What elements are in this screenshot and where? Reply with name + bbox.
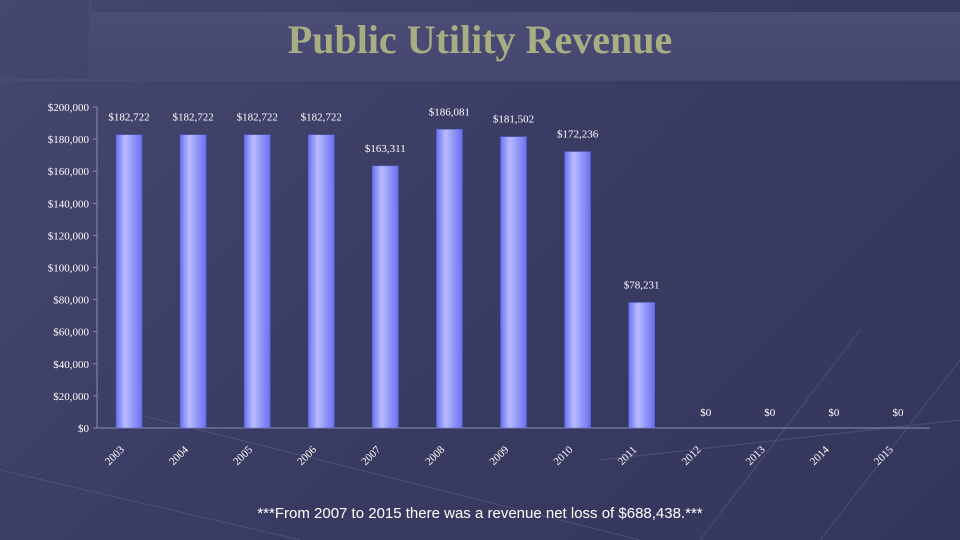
x-tick-label: 2015 xyxy=(872,444,896,468)
y-tick-label: $60,000 xyxy=(53,327,89,339)
data-label: $163,311 xyxy=(365,143,406,155)
data-label: $78,231 xyxy=(624,279,660,291)
data-label: $0 xyxy=(892,407,904,419)
x-tick-label: 2003 xyxy=(103,444,127,468)
x-tick-label: 2012 xyxy=(680,444,704,468)
footnote: ***From 2007 to 2015 there was a revenue… xyxy=(257,505,703,522)
bar-2007 xyxy=(372,165,399,429)
x-tick-label: 2005 xyxy=(231,444,255,468)
bar-2009 xyxy=(500,136,527,429)
y-tick-label: $160,000 xyxy=(48,166,90,178)
data-label: $172,236 xyxy=(557,129,599,141)
x-tick-label: 2013 xyxy=(744,444,768,468)
x-tick-label: 2009 xyxy=(487,444,511,468)
y-tick-label: $140,000 xyxy=(48,198,90,210)
x-tick-label: 2007 xyxy=(359,444,383,468)
y-tick-label: $40,000 xyxy=(53,359,89,371)
data-label: $182,722 xyxy=(237,112,278,124)
y-tick-label: $180,000 xyxy=(48,134,90,146)
bar-2004 xyxy=(179,134,207,429)
x-tick-label: 2010 xyxy=(551,444,575,468)
data-label: $181,502 xyxy=(493,114,534,126)
data-label: $182,722 xyxy=(301,112,342,124)
chart-title: Public Utility Revenue xyxy=(287,17,673,62)
title-band xyxy=(90,12,960,80)
bar-2003 xyxy=(115,134,143,429)
data-label: $0 xyxy=(700,407,712,419)
data-label: $182,722 xyxy=(172,112,213,124)
y-tick-label: $80,000 xyxy=(53,295,89,307)
y-tick-label: $20,000 xyxy=(53,391,89,403)
data-label: $182,722 xyxy=(108,112,149,124)
x-tick-label: 2008 xyxy=(423,444,447,468)
x-tick-label: 2011 xyxy=(616,444,640,468)
data-label: $0 xyxy=(828,407,840,419)
bar-2005 xyxy=(243,134,271,429)
data-label: $186,081 xyxy=(429,106,470,118)
bar-2010 xyxy=(564,151,591,429)
y-tick-label: $200,000 xyxy=(48,102,90,114)
x-tick-label: 2006 xyxy=(295,444,319,468)
bars xyxy=(115,129,655,429)
bar-2008 xyxy=(436,129,463,429)
y-tick-label: $0 xyxy=(78,423,90,435)
bar-2011 xyxy=(628,302,655,429)
x-tick-label: 2004 xyxy=(167,444,191,468)
bar-2006 xyxy=(308,134,335,429)
x-tick-label: 2014 xyxy=(808,444,832,468)
y-tick-label: $120,000 xyxy=(48,230,90,242)
data-label: $0 xyxy=(764,407,776,419)
data-labels: $182,722 $182,722 $182,722 $182,722 $163,311… xyxy=(108,106,904,419)
y-tick-label: $100,000 xyxy=(48,263,90,275)
